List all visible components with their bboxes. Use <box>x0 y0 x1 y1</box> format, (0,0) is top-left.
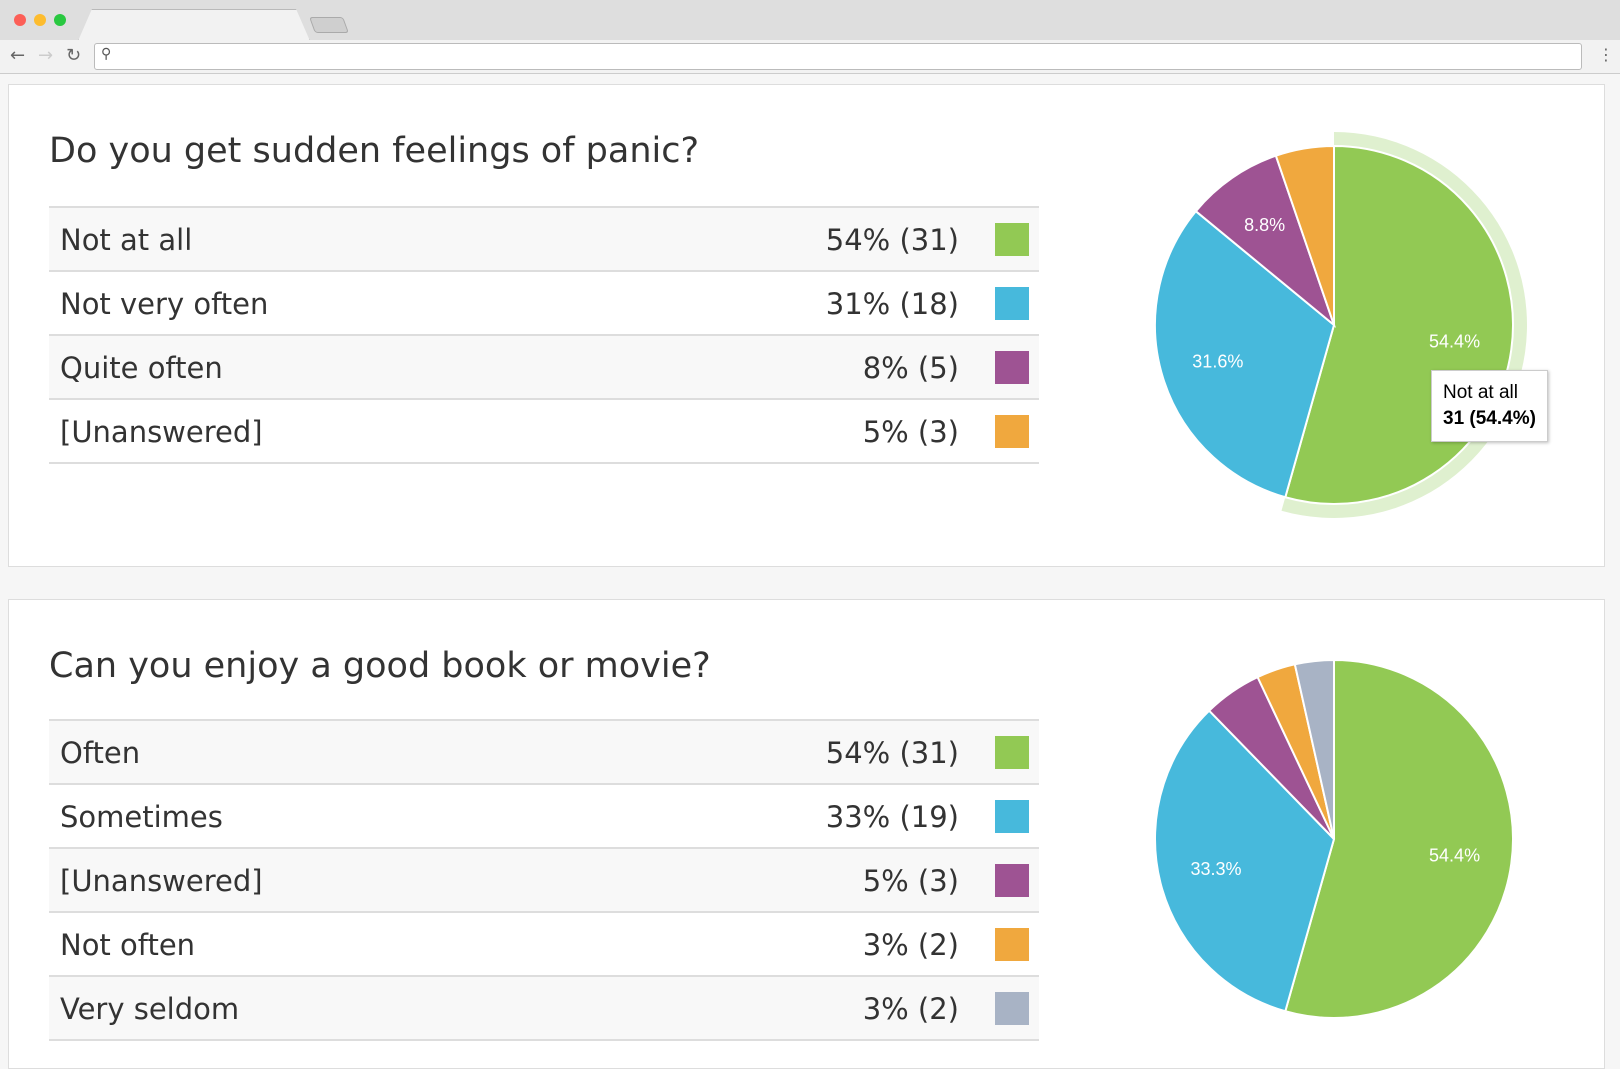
answer-label: Sometimes <box>60 800 223 834</box>
tooltip-label: Not at all <box>1443 382 1518 403</box>
color-swatch <box>995 928 1029 961</box>
answer-value: 8% (5) <box>862 351 959 385</box>
color-swatch <box>995 415 1029 448</box>
slice-label: 54.4% <box>1429 846 1480 866</box>
maximize-window-button[interactable] <box>54 14 66 26</box>
table-row: Often 54% (31) <box>49 721 1039 785</box>
answer-label: Not very often <box>60 287 269 321</box>
color-swatch <box>995 287 1029 320</box>
table-row: Sometimes 33% (19) <box>49 785 1039 849</box>
tooltip-value: 31 (54.4%) <box>1443 408 1536 429</box>
menu-icon[interactable]: ⋮ <box>1598 45 1614 64</box>
color-swatch <box>995 800 1029 833</box>
table-row: Very seldom 3% (2) <box>49 977 1039 1041</box>
pie-slice[interactable] <box>1154 709 1336 1013</box>
answer-value: 5% (3) <box>862 415 959 449</box>
table-row: Quite often 8% (5) <box>49 336 1039 400</box>
reload-icon[interactable]: ↻ <box>66 45 82 66</box>
color-swatch <box>995 864 1029 897</box>
answer-label: [Unanswered] <box>60 864 263 898</box>
question-card: Do you get sudden feelings of panic? Not… <box>8 84 1605 567</box>
color-swatch <box>995 736 1029 769</box>
table-row: Not at all 54% (31) <box>49 208 1039 272</box>
table-row: Not very often 31% (18) <box>49 272 1039 336</box>
color-swatch <box>995 992 1029 1025</box>
chart-tooltip: Not at all 31 (54.4%) <box>1431 370 1548 442</box>
table-row: [Unanswered] 5% (3) <box>49 400 1039 464</box>
answer-value: 54% (31) <box>825 736 959 770</box>
answer-value: 33% (19) <box>825 800 959 834</box>
search-icon: ⚲ <box>101 46 112 62</box>
table-row: Not often 3% (2) <box>49 913 1039 977</box>
answer-value: 5% (3) <box>862 864 959 898</box>
answer-label: Very seldom <box>60 992 240 1026</box>
slice-label: 33.3% <box>1190 859 1241 879</box>
results-table: Not at all 54% (31) Not very often 31% (18)… <box>49 206 1039 464</box>
pie-slice[interactable] <box>1284 658 1514 1019</box>
address-bar[interactable]: ⚲ <box>94 43 1582 70</box>
answer-label: Not often <box>60 928 196 962</box>
question-title: Do you get sudden feelings of panic? <box>49 131 700 171</box>
close-window-button[interactable] <box>14 14 26 26</box>
color-swatch <box>995 223 1029 256</box>
answer-label: Quite often <box>60 351 223 385</box>
pie-slice[interactable] <box>1293 658 1335 840</box>
pie-slice[interactable] <box>1154 209 1336 499</box>
minimize-window-button[interactable] <box>34 14 46 26</box>
pie-chart[interactable]: 54.4% 33.3% <box>1104 620 1564 1060</box>
answer-label: Not at all <box>60 223 193 257</box>
back-icon[interactable]: ← <box>10 45 26 66</box>
new-tab-button[interactable] <box>309 17 349 33</box>
table-row: [Unanswered] 5% (3) <box>49 849 1039 913</box>
answer-label: [Unanswered] <box>60 415 263 449</box>
answer-label: Often <box>60 736 141 770</box>
pie-slice[interactable] <box>1274 144 1335 326</box>
color-swatch <box>995 351 1029 384</box>
pie-chart[interactable]: 54.4% 31.6% 8.8% <box>1104 105 1564 545</box>
answer-value: 31% (18) <box>825 287 959 321</box>
pie-slice[interactable] <box>1194 154 1337 329</box>
slice-label: 31.6% <box>1192 351 1243 371</box>
results-table: Often 54% (31) Sometimes 33% (19) [Unanswere… <box>49 719 1039 1041</box>
browser-tab[interactable] <box>78 9 310 41</box>
question-card: Can you enjoy a good book or movie? Ofte… <box>8 599 1605 1069</box>
answer-value: 54% (31) <box>825 223 959 257</box>
slice-label: 8.8% <box>1244 215 1285 235</box>
answer-value: 3% (2) <box>862 928 959 962</box>
answer-value: 3% (2) <box>862 992 959 1026</box>
slice-label: 54.4% <box>1429 332 1480 352</box>
question-title: Can you enjoy a good book or movie? <box>49 646 711 686</box>
browser-toolbar: ← → ↻ ⚲ ⋮ <box>0 40 1620 74</box>
browser-titlebar <box>0 0 1620 41</box>
forward-icon[interactable]: → <box>38 45 54 66</box>
